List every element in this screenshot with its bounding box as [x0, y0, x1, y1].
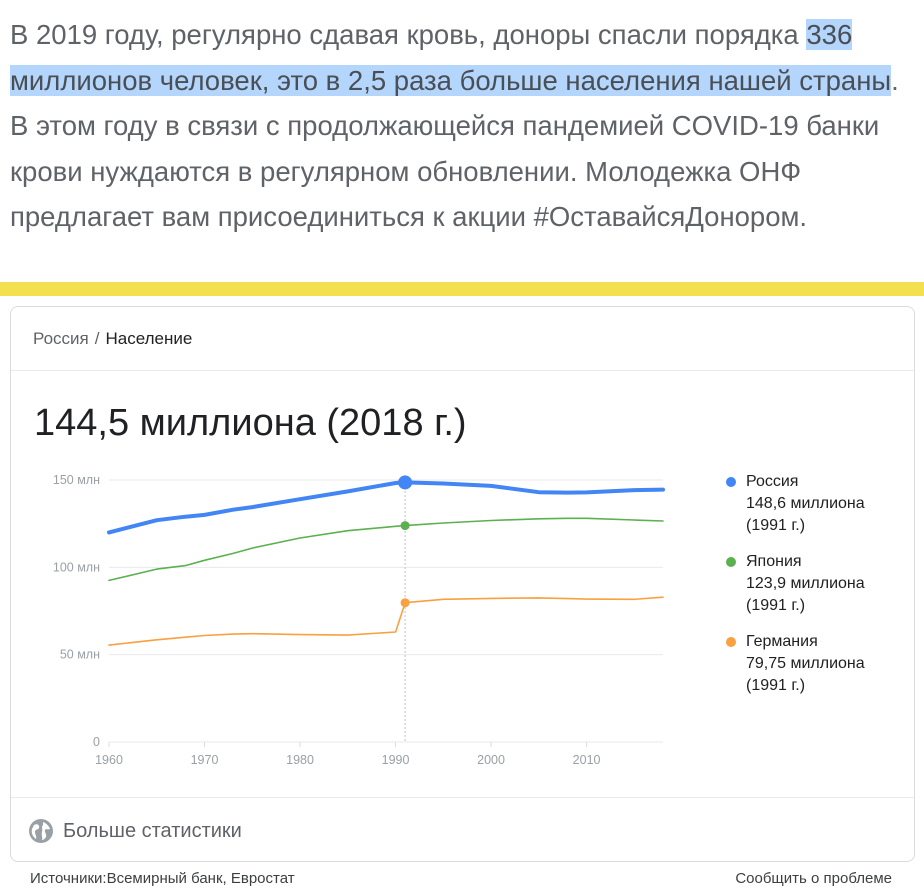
population-line-chart[interactable]: 0 50 млн 100 млн 150 млн 1960 1970 1980 1990 200…: [11, 457, 711, 782]
legend-series-value: 148,6 миллиона: [746, 495, 865, 512]
chart-highlight-markers: [398, 475, 413, 608]
series-line-2[interactable]: [108, 517, 664, 582]
card-footer-divider: [11, 797, 914, 798]
y-tick-label: 150 млн: [53, 473, 100, 487]
highlight-point-1[interactable]: [398, 475, 413, 490]
x-tick-label: 2000: [477, 753, 505, 767]
y-tick-label: 50 млн: [60, 648, 100, 662]
breadcrumb: Россия / Население: [33, 329, 192, 349]
report-problem-link[interactable]: Сообщить о проблеме: [735, 870, 892, 887]
legend-series-year: (1991 г.): [746, 597, 806, 614]
population-card: Россия / Население 144,5 миллиона (2018 г.…: [10, 306, 915, 862]
x-tick-label: 1970: [191, 753, 219, 767]
chart-gridlines: [109, 475, 663, 743]
x-tick-label: 2010: [573, 753, 601, 767]
legend-series-value: 79,75 миллиона: [746, 655, 865, 672]
more-statistics-link[interactable]: Больше статистики: [28, 816, 242, 846]
legend-dot: [726, 477, 736, 487]
globe-icon: [29, 819, 53, 843]
y-tick-label: 0: [93, 735, 100, 749]
series-line-3[interactable]: [108, 596, 664, 646]
chart-series: [107, 480, 665, 646]
legend-series-year: (1991 г.): [746, 677, 806, 694]
breadcrumb-current: Население: [105, 329, 193, 348]
chart-legend: Россия 148,6 миллиона (1991 г.) Япония 123,9…: [725, 471, 905, 711]
chart-axis-labels: 0 50 млн 100 млн 150 млн 1960 1970 1980 1990 200…: [53, 473, 601, 767]
legend-item[interactable]: Россия 148,6 миллиона (1991 г.): [725, 471, 905, 537]
article-text-after: . В этом году в связи с продолжающейся п…: [10, 64, 899, 233]
legend-dot: [726, 557, 736, 567]
article-text-before: В 2019 году, регулярно сдавая кровь, дон…: [10, 19, 807, 50]
legend-series-name: Япония: [746, 553, 802, 570]
yellow-divider-bar: [0, 282, 924, 296]
series-line-1[interactable]: [107, 480, 665, 535]
x-tick-label: 1980: [286, 753, 314, 767]
x-tick-label: 1990: [382, 753, 410, 767]
legend-series-value: 123,9 миллиона: [746, 575, 865, 592]
x-tick-label: 1960: [95, 753, 123, 767]
population-headline-value: 144,5 миллиона (2018 г.): [34, 402, 467, 444]
card-header-divider: [11, 370, 914, 371]
breadcrumb-parent-link[interactable]: Россия: [33, 329, 89, 348]
sources-text: Источники:Всемирный банк, Евростат: [30, 870, 295, 887]
legend-item[interactable]: Германия 79,75 миллиона (1991 г.): [725, 631, 905, 697]
y-tick-label: 100 млн: [53, 560, 100, 574]
legend-item[interactable]: Япония 123,9 миллиона (1991 г.): [725, 551, 905, 617]
legend-series-year: (1991 г.): [746, 517, 806, 534]
legend-series-name: Германия: [746, 633, 818, 650]
article-paragraph: В 2019 году, регулярно сдавая кровь, дон…: [10, 12, 915, 240]
highlight-point-2[interactable]: [400, 521, 410, 531]
more-statistics-label: Больше статистики: [63, 819, 242, 842]
legend-dot: [726, 637, 736, 647]
breadcrumb-separator: /: [94, 329, 100, 348]
highlight-point-3[interactable]: [400, 598, 410, 608]
legend-series-name: Россия: [746, 473, 799, 490]
